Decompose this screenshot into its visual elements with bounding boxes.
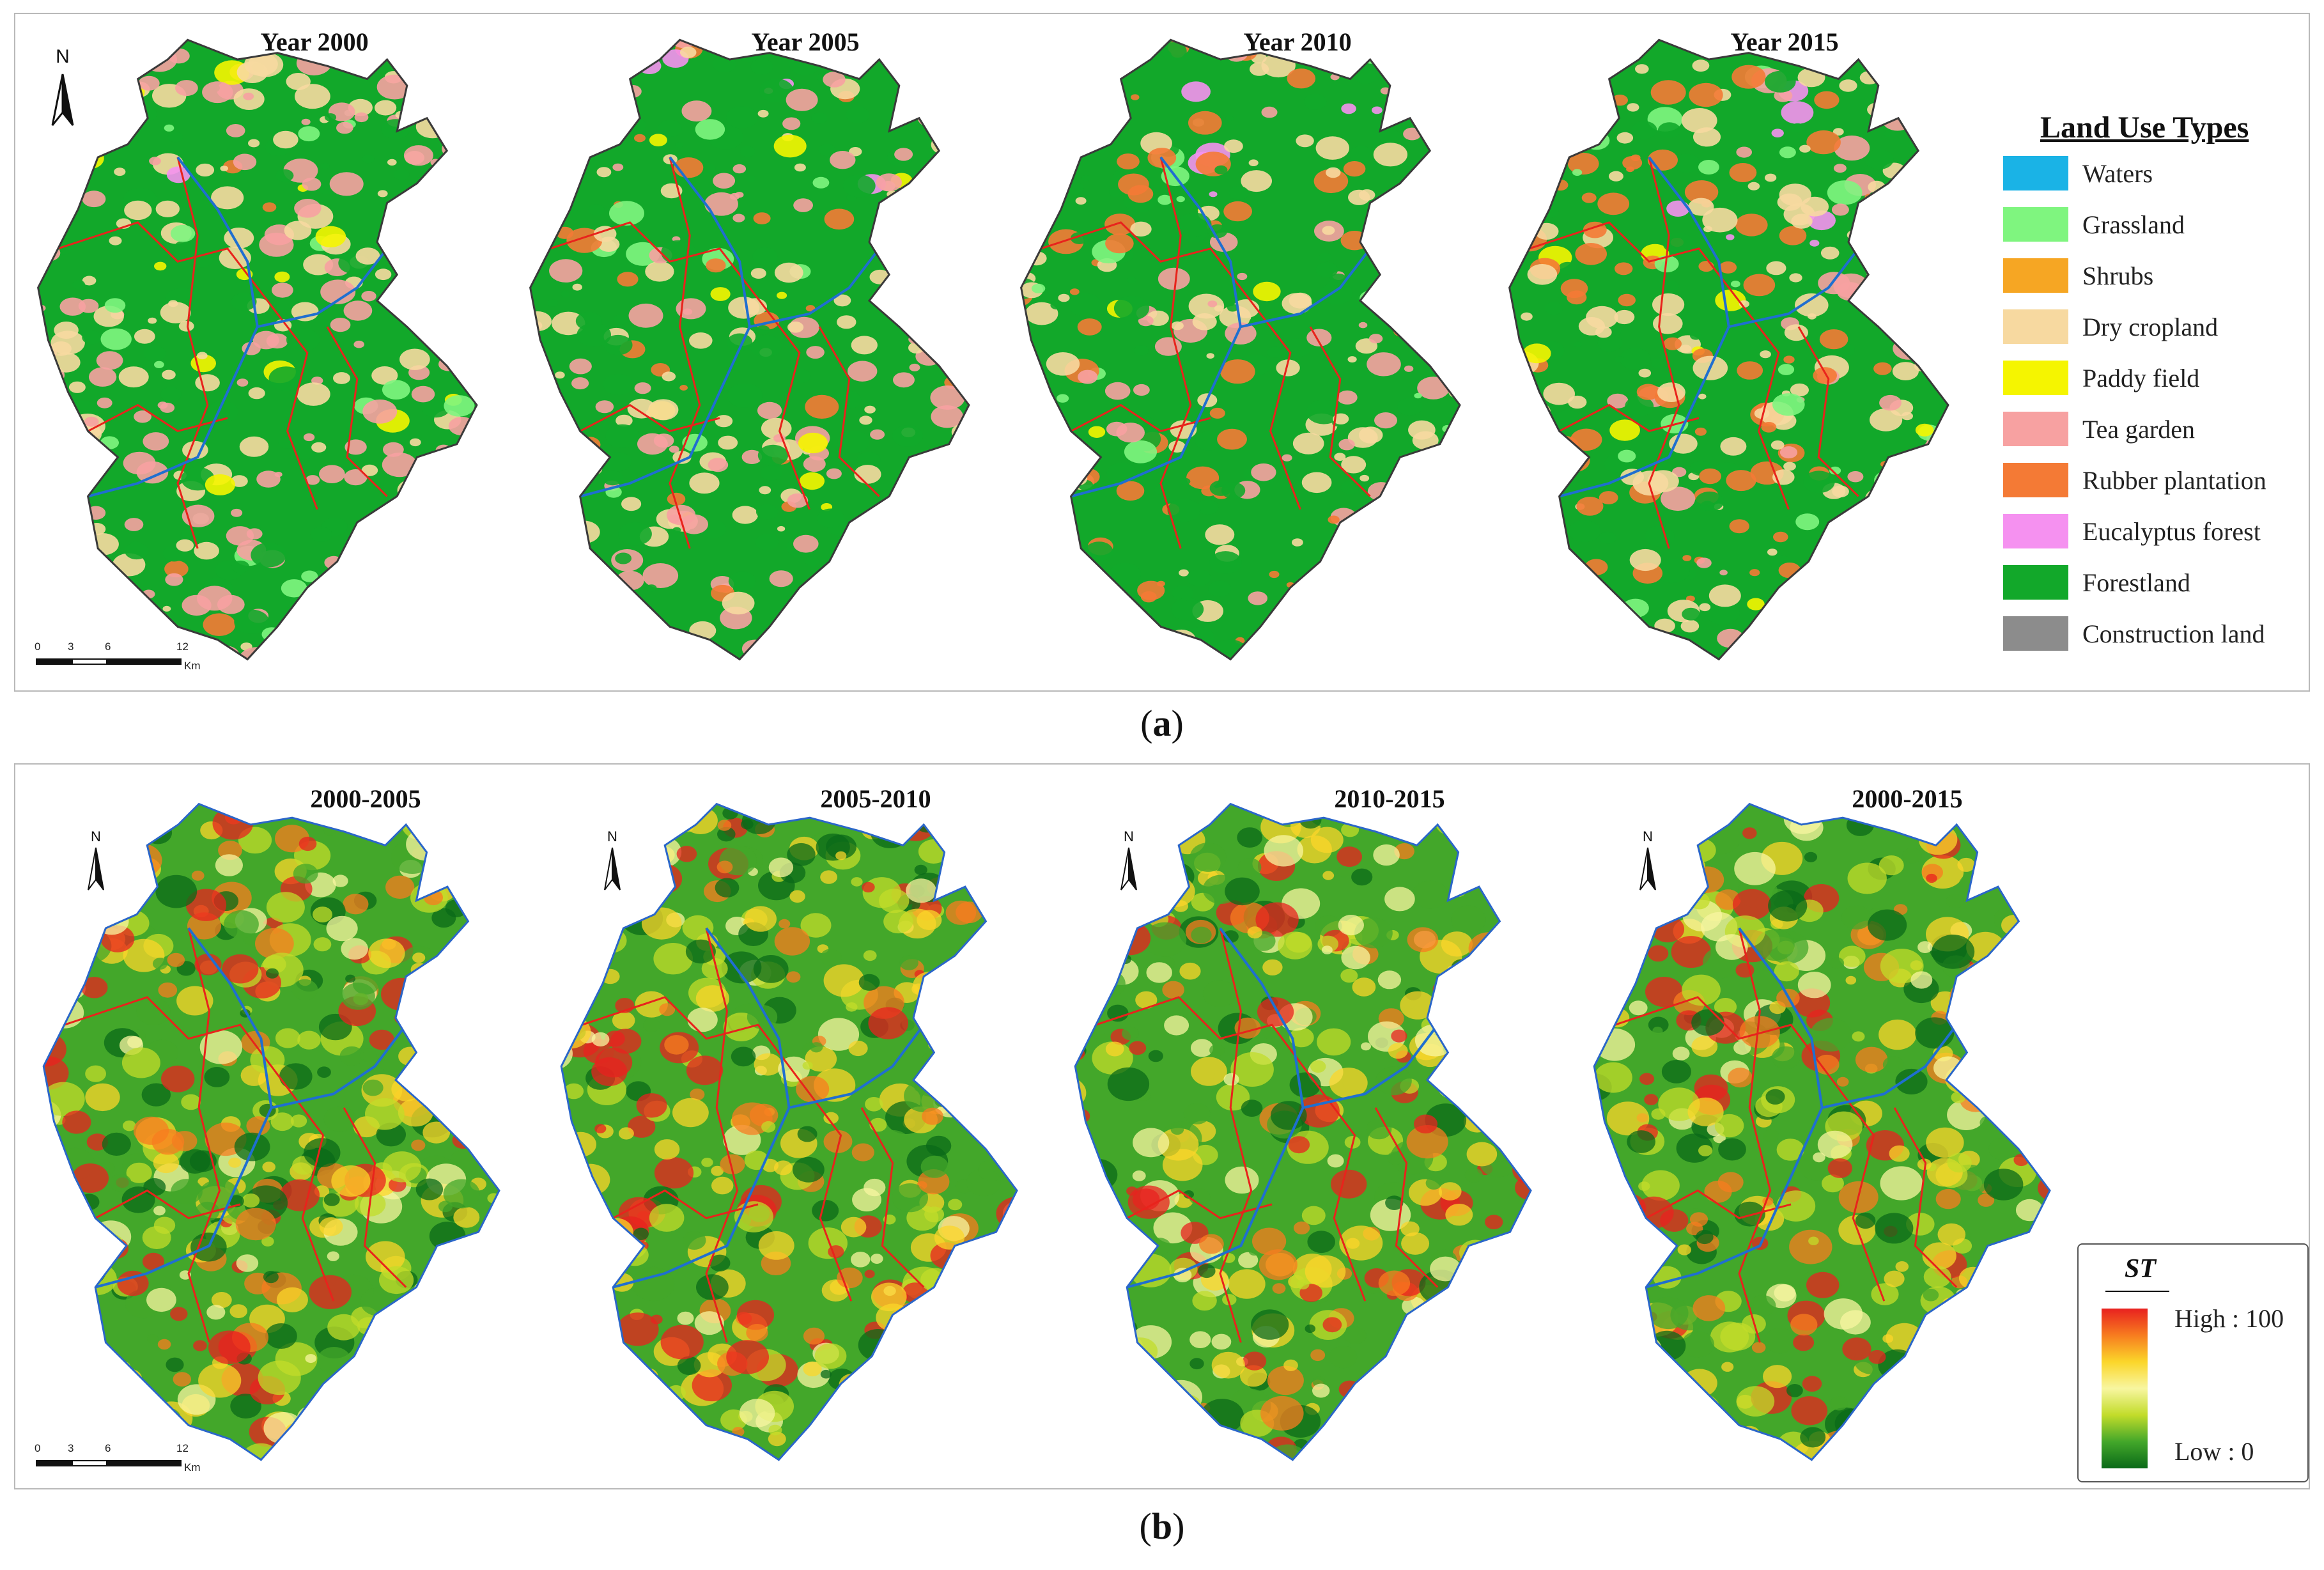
map-title-2000-2015: 2000-2015 xyxy=(1852,784,1963,813)
panel-label-b: (b) xyxy=(1139,1505,1185,1547)
legend-item-waters: Waters xyxy=(2003,155,2323,193)
north-arrow-icon: N xyxy=(51,46,74,126)
scale-tick-12: 12 xyxy=(176,641,189,653)
svg-text:N: N xyxy=(1643,828,1653,844)
st-legend-title: ST xyxy=(2125,1254,2157,1284)
north-arrow-icon: N xyxy=(1120,828,1137,890)
land-use-map-2010 xyxy=(1020,38,1461,661)
scale-bar: 0 3 6 12 Km xyxy=(35,641,226,679)
panel-label-a: (a) xyxy=(1140,703,1184,744)
svg-text:N: N xyxy=(91,828,101,844)
scale-tick-12: 12 xyxy=(176,1442,189,1454)
land-use-panel: Year 2000 Year 2005 Year 2010 Year 2015 … xyxy=(14,13,2310,692)
st-map-2000-2015 xyxy=(1593,802,2051,1461)
svg-text:N: N xyxy=(1124,828,1134,844)
svg-text:N: N xyxy=(607,828,617,844)
legend-item-tea-garden: Tea garden xyxy=(2003,410,2323,449)
legend-item-forestland: Forestland xyxy=(2003,564,2323,602)
st-legend-low: Low : 0 xyxy=(2174,1437,2254,1466)
legend-title: Land Use Types xyxy=(2040,111,2249,144)
north-arrow-icon: N xyxy=(88,828,104,890)
scale-tick-6: 6 xyxy=(105,641,111,653)
legend-item-construction-land: Construction land xyxy=(2003,615,2323,653)
land-use-map-2000 xyxy=(37,38,478,661)
land-use-map-2015 xyxy=(1508,38,1949,661)
legend-item-eucalyptus-forest: Eucalyptus forest xyxy=(2003,513,2323,551)
st-legend-high: High : 100 xyxy=(2174,1304,2284,1333)
st-map-2000-2005 xyxy=(42,802,500,1461)
scale-tick-6: 6 xyxy=(105,1442,111,1454)
map-title-2000: Year 2000 xyxy=(260,27,369,56)
legend-item-dry-cropland: Dry cropland xyxy=(2003,308,2323,346)
map-title-2010: Year 2010 xyxy=(1243,27,1352,56)
map-title-2000-2005: 2000-2005 xyxy=(310,784,421,813)
st-legend: ST High : 100 Low : 0 xyxy=(2077,1243,2309,1482)
map-title-2015: Year 2015 xyxy=(1730,27,1839,56)
scale-unit: Km xyxy=(184,660,201,672)
scale-tick-3: 3 xyxy=(68,641,74,653)
scale-tick-0: 0 xyxy=(35,641,41,653)
svg-text:N: N xyxy=(56,46,70,67)
scale-unit: Km xyxy=(184,1461,201,1473)
north-arrow-icon: N xyxy=(604,828,621,890)
legend-item-shrubs: Shrubs xyxy=(2003,257,2323,295)
scale-tick-0: 0 xyxy=(35,1442,41,1454)
st-change-panel: 2000-2005 2005-2010 2010-2015 2000-2015 … xyxy=(14,763,2310,1489)
scale-tick-3: 3 xyxy=(68,1442,74,1454)
legend-item-paddy-field: Paddy field xyxy=(2003,359,2323,398)
st-map-2010-2015 xyxy=(1074,802,1532,1461)
scale-bar: 0 3 6 12 Km xyxy=(35,1442,226,1481)
map-title-2010-2015: 2010-2015 xyxy=(1334,784,1445,813)
legend-item-grassland: Grassland xyxy=(2003,206,2323,244)
map-title-2005: Year 2005 xyxy=(751,27,860,56)
land-use-map-2005 xyxy=(529,38,970,661)
legend-item-rubber-plantation: Rubber plantation xyxy=(2003,462,2323,500)
north-arrow-icon: N xyxy=(1639,828,1656,890)
st-map-2005-2010 xyxy=(560,802,1018,1461)
land-use-legend: Land Use Types Waters Grassland Shrubs D… xyxy=(1990,97,2323,672)
st-color-ramp xyxy=(2102,1309,2148,1468)
map-title-2005-2010: 2005-2010 xyxy=(820,784,931,813)
